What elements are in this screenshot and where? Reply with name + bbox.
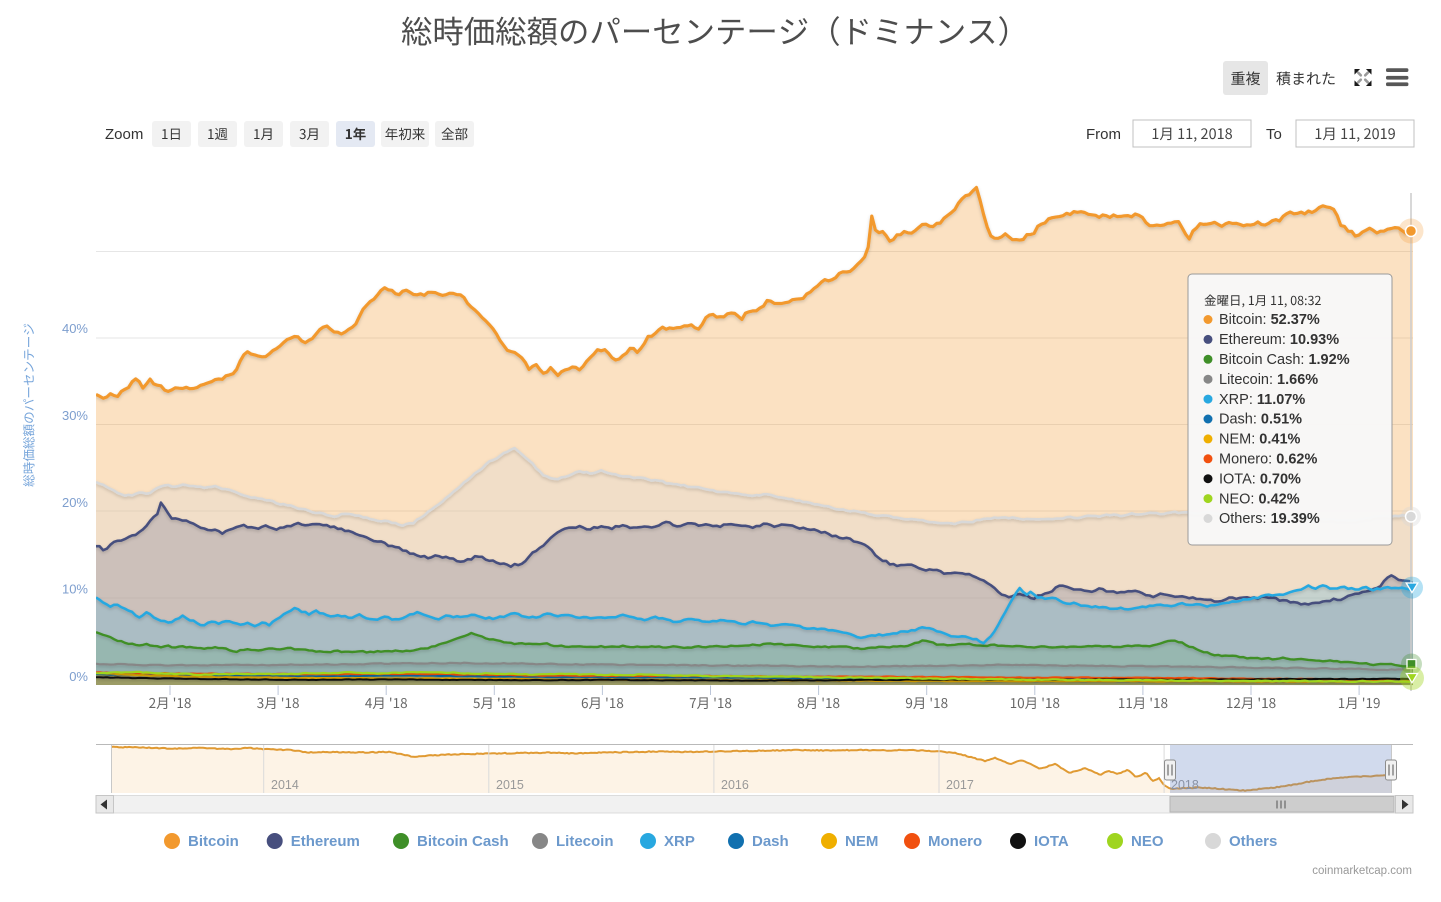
svg-text:2016: 2016 bbox=[721, 778, 749, 792]
svg-text:20%: 20% bbox=[62, 495, 88, 510]
svg-text:Others: 19.39%: Others: 19.39% bbox=[1219, 511, 1320, 527]
svg-text:Others: Others bbox=[1229, 833, 1277, 850]
svg-text:XRP: 11.07%: XRP: 11.07% bbox=[1219, 392, 1305, 408]
svg-text:2018: 2018 bbox=[1171, 778, 1199, 792]
svg-text:To: To bbox=[1266, 126, 1282, 143]
svg-text:2015: 2015 bbox=[496, 778, 524, 792]
svg-text:2017: 2017 bbox=[946, 778, 974, 792]
svg-text:Bitcoin: 52.37%: Bitcoin: 52.37% bbox=[1219, 312, 1320, 328]
svg-text:30%: 30% bbox=[62, 408, 88, 423]
svg-text:NEO: 0.42%: NEO: 0.42% bbox=[1219, 491, 1300, 507]
svg-text:Bitcoin: Bitcoin bbox=[188, 833, 239, 850]
svg-text:From: From bbox=[1086, 126, 1121, 143]
svg-text:Zoom: Zoom bbox=[105, 126, 143, 143]
svg-text:40%: 40% bbox=[62, 321, 88, 336]
svg-text:NEO: NEO bbox=[1131, 833, 1164, 850]
svg-text:Monero: Monero bbox=[928, 833, 982, 850]
svg-text:Dash: Dash bbox=[752, 833, 789, 850]
svg-text:Litecoin: 1.66%: Litecoin: 1.66% bbox=[1219, 372, 1318, 388]
svg-text:Monero: 0.62%: Monero: 0.62% bbox=[1219, 452, 1317, 468]
svg-text:IOTA: 0.70%: IOTA: 0.70% bbox=[1219, 471, 1301, 487]
svg-text:IOTA: IOTA bbox=[1034, 833, 1069, 850]
svg-text:NEM: 0.41%: NEM: 0.41% bbox=[1219, 432, 1301, 448]
svg-text:10%: 10% bbox=[62, 582, 88, 597]
svg-text:Dash: 0.51%: Dash: 0.51% bbox=[1219, 412, 1302, 428]
svg-text:Litecoin: Litecoin bbox=[556, 833, 614, 850]
svg-text:NEM: NEM bbox=[845, 833, 878, 850]
svg-text:Bitcoin Cash: Bitcoin Cash bbox=[417, 833, 509, 850]
svg-text:Ethereum: 10.93%: Ethereum: 10.93% bbox=[1219, 332, 1339, 348]
svg-text:Ethereum: Ethereum bbox=[291, 833, 360, 850]
svg-text:XRP: XRP bbox=[664, 833, 695, 850]
svg-text:coinmarketcap.com: coinmarketcap.com bbox=[1312, 865, 1412, 877]
svg-text:Bitcoin Cash: 1.92%: Bitcoin Cash: 1.92% bbox=[1219, 352, 1350, 368]
svg-text:2014: 2014 bbox=[271, 778, 299, 792]
svg-text:0%: 0% bbox=[69, 669, 88, 684]
